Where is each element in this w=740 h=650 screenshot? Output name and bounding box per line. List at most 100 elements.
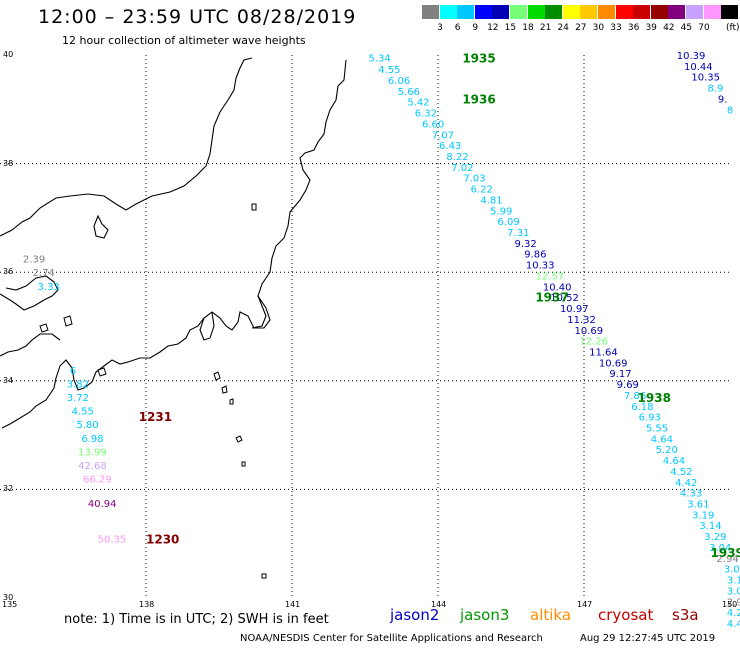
- east-track-wave-height: 6.32: [415, 109, 437, 120]
- colorbar-label: 15: [504, 23, 517, 33]
- small-islands: [39, 203, 267, 579]
- lon-tick-label: 144: [431, 600, 447, 609]
- west-track-wave-height: 40.94: [88, 499, 117, 510]
- colorbar-cell: [527, 5, 545, 19]
- east-track-wave-height: 4.42: [675, 478, 697, 489]
- east-track-wave-height: 7.02: [451, 163, 473, 174]
- east-track-wave-height: 12.26: [579, 337, 608, 348]
- island: [241, 461, 246, 467]
- east-track-wave-height: 3.01: [727, 586, 740, 597]
- legend-cryosat: cryosat: [598, 606, 654, 624]
- east-track-wave-height: 6.22: [471, 185, 493, 196]
- east-track-wave-height: 6.43: [439, 141, 461, 152]
- island: [261, 573, 267, 579]
- island: [97, 367, 107, 377]
- colorbar-label: 21: [539, 23, 552, 33]
- east-track-wave-height: 3.61: [687, 500, 709, 511]
- east-track-wave-height: 4.46: [727, 619, 740, 630]
- colorbar-label: 45: [680, 23, 693, 33]
- east-track-wave-height: 6.06: [388, 76, 410, 87]
- colorbar-unit: (ft): [726, 23, 740, 33]
- colorbar-label: 3: [437, 23, 443, 33]
- east-track-wave-height: 5.66: [398, 87, 420, 98]
- east-track-wave-height: 9.69: [617, 380, 639, 391]
- pass-time-label: 1231: [139, 410, 172, 424]
- legend-altika: altika: [530, 606, 572, 624]
- page-title: 12:00 – 23:59 UTC 08/28/2019: [38, 6, 357, 28]
- east-track-wave-height: 10.40: [543, 282, 572, 293]
- colorbar-label: 24: [557, 23, 569, 33]
- east-track-wave-height: 3.14: [727, 576, 740, 587]
- colorbar-cell: [545, 5, 563, 19]
- ise-bay-coast: [0, 333, 61, 357]
- lon-tick-label: 150: [722, 600, 738, 609]
- east-track-wave-height: 5.20: [656, 445, 678, 456]
- west-track-wave-height: 6.98: [81, 434, 103, 445]
- east-track-wave-height: 7.31: [507, 228, 529, 239]
- west-track-wave-height: 2.39: [23, 255, 45, 266]
- map-frame: [0, 55, 740, 598]
- lat-lon-grid: [0, 55, 730, 598]
- colorbar-label: 27: [575, 23, 587, 33]
- west-track-wave-height: 3.72: [67, 393, 89, 404]
- pass-time-label: 1938: [638, 391, 671, 405]
- lon-tick-label: 141: [285, 600, 301, 609]
- colorbar-label: 9: [472, 23, 479, 33]
- colorbar-cell: [422, 5, 439, 19]
- east-track-wave-height: 5.42: [407, 98, 429, 109]
- colorbar-label: 39: [645, 23, 657, 33]
- northeast-track-wave-height: 10.44: [684, 62, 713, 73]
- boso-peninsula: [251, 295, 267, 329]
- page-subtitle: 12 hour collection of altimeter wave hei…: [62, 34, 306, 47]
- northeast-track-wave-height: 8.9: [707, 84, 723, 95]
- lat-tick-label: 34: [3, 375, 14, 385]
- east-track-wave-height: 5.99: [490, 206, 512, 217]
- east-track-wave-height: 11.64: [589, 347, 618, 358]
- colorbar-label: 42: [663, 23, 675, 33]
- east-track-wave-height: 2.94: [716, 554, 738, 565]
- west-track-wave-height: 66.29: [83, 475, 112, 486]
- east-track-wave-height: 6.93: [639, 413, 661, 424]
- lon-tick-label: 138: [139, 600, 155, 609]
- wave-height-labels: 5.344.556.065.665.426.326.607.076.438.22…: [23, 51, 740, 630]
- east-track-wave-height: 8.22: [446, 152, 468, 163]
- west-track-wave-height: 4.55: [72, 407, 94, 418]
- pass-time-label: 1936: [462, 92, 495, 106]
- east-track-wave-height: 6.09: [497, 217, 519, 228]
- colorbar-cell: [686, 5, 703, 19]
- colorbar-label: 36: [627, 23, 640, 33]
- colorbar-cell: [650, 5, 668, 19]
- east-track-wave-height: 9.17: [609, 369, 631, 380]
- colorbar-cell: [633, 5, 651, 19]
- legend-jason2: jason2: [390, 606, 440, 624]
- east-track-wave-height: 11.32: [567, 315, 596, 326]
- east-track-wave-height: 10.69: [599, 358, 628, 369]
- east-track-wave-height: 4.24: [727, 608, 740, 619]
- east-track-wave-height: 4.33: [680, 489, 702, 500]
- east-track-wave-height: 7.86: [624, 391, 646, 402]
- east-track-wave-height: 10.52: [550, 293, 579, 304]
- colorbar-label: 12: [487, 23, 499, 33]
- east-track-wave-height: 4.64: [663, 456, 685, 467]
- east-track-wave-height: 12.57: [536, 271, 565, 282]
- legend-s3a: s3a: [672, 606, 699, 624]
- east-track-wave-height: 4.64: [651, 434, 673, 445]
- east-track-wave-height: 3.02: [724, 565, 740, 576]
- island: [251, 203, 257, 211]
- colorbar-cell: [668, 5, 686, 19]
- colorbar-cell: [510, 5, 527, 19]
- island: [229, 398, 234, 405]
- lat-tick-label: 38: [3, 158, 14, 168]
- east-track-wave-height: 6.18: [631, 402, 653, 413]
- wave-height-colorbar: 3 6 9 12 15 18 21 24 27 30 33 36 39 42 45 70 (ft): [422, 5, 740, 35]
- east-track-wave-height: 3.04: [709, 543, 731, 554]
- japan-coastline: [0, 57, 347, 429]
- northeast-track-wave-height: 10.35: [691, 73, 720, 84]
- pass-time-label: 1230: [146, 532, 179, 546]
- island: [221, 385, 228, 394]
- east-track-wave-height: 10.69: [575, 326, 604, 337]
- lon-tick-label: 147: [577, 600, 593, 609]
- lat-tick-label: 32: [3, 484, 14, 494]
- lat-tick-label: 30: [3, 593, 14, 602]
